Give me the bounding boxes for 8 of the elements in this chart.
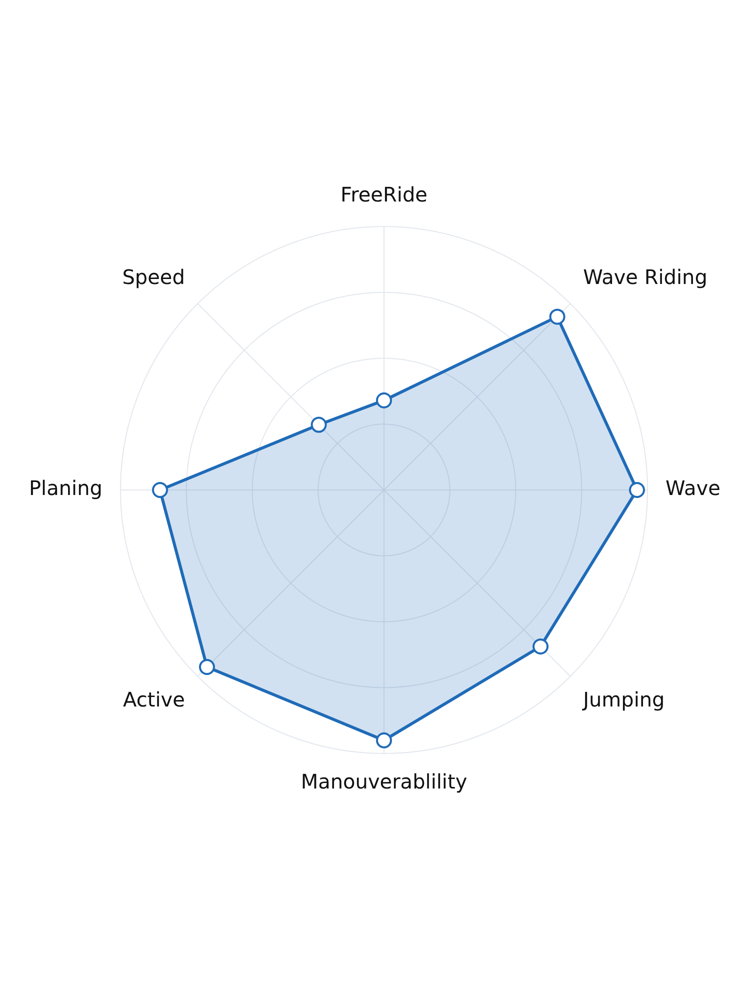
spoke-label: Planing bbox=[28, 476, 102, 500]
spoke-label: Active bbox=[123, 687, 185, 712]
spoke-label: Speed bbox=[122, 265, 185, 290]
spoke-label: Jumping bbox=[581, 687, 665, 712]
spoke-label: Manouverablility bbox=[300, 770, 468, 794]
spoke-label: FreeRide bbox=[340, 182, 428, 207]
spoke-label: Wave Riding bbox=[583, 265, 708, 290]
spoke-label: Wave bbox=[666, 476, 720, 500]
